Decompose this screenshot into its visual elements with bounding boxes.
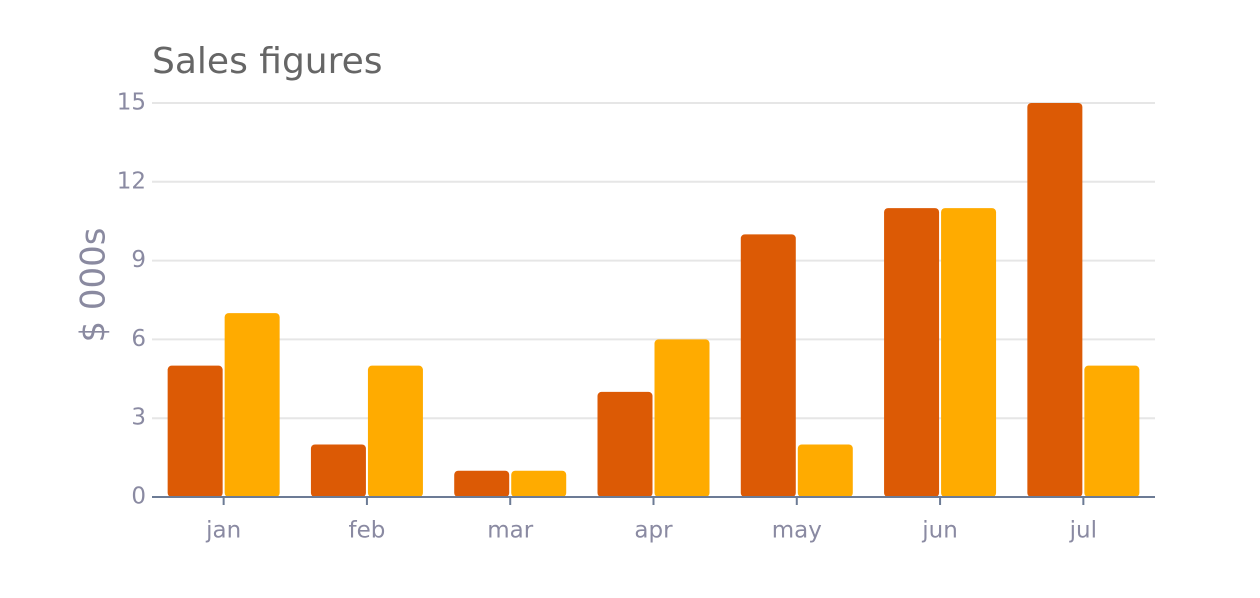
x-tick-label: jun (921, 518, 958, 544)
bar (797, 444, 853, 497)
bar (740, 234, 796, 498)
x-tick-label: feb (348, 518, 385, 544)
y-tick-label: 12 (117, 168, 146, 194)
y-tick-label: 9 (131, 247, 146, 273)
chart-title: Sales figures (152, 41, 383, 82)
bar (224, 313, 280, 497)
bar (1084, 365, 1140, 497)
bar (884, 208, 940, 498)
y-tick-label: 3 (131, 405, 146, 431)
y-tick-label: 6 (131, 326, 146, 352)
x-tick-label: apr (634, 518, 673, 544)
x-tick-label: mar (487, 518, 533, 544)
x-tick-label: jan (205, 518, 241, 544)
bar (941, 208, 997, 498)
y-tick-label: 15 (117, 90, 146, 116)
x-tick-label: jul (1069, 518, 1097, 544)
bar (167, 365, 223, 497)
bar (454, 470, 510, 497)
y-axis-label: $ 000s (74, 227, 114, 342)
bar (511, 470, 567, 497)
x-tick-label: may (772, 518, 822, 544)
bar (367, 365, 423, 497)
bar (1027, 103, 1083, 497)
bar (310, 444, 366, 497)
bar (654, 339, 710, 497)
y-tick-label: 0 (131, 484, 146, 510)
bar (597, 391, 653, 497)
